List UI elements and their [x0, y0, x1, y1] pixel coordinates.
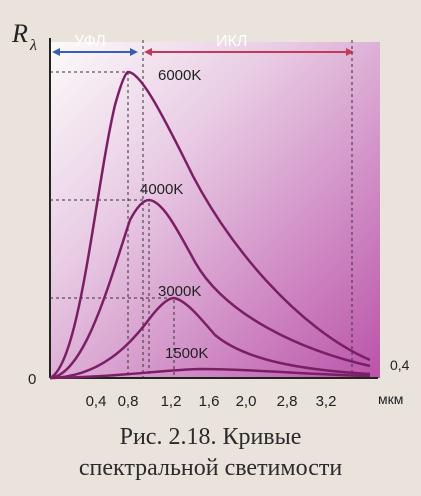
y-tick-label: 0 [28, 371, 36, 388]
plot-background [50, 42, 380, 378]
curve-label-6000k: 6000K [158, 67, 201, 84]
curve-label-1500k: 1500K [165, 345, 208, 362]
x-tick-label: 1,6 [199, 393, 220, 410]
curve-label-3000k: 3000K [158, 283, 201, 300]
ir-arrow-right-head [346, 48, 354, 56]
y-axis-label-subscript: λ [29, 37, 37, 54]
curves [49, 70, 371, 380]
uv-region: УФЛ [52, 33, 138, 56]
ir-arrow-left-head [144, 48, 152, 56]
uv-region-label: УФЛ [74, 33, 106, 50]
curve-6000k [49, 70, 371, 380]
curve-label-4000k: 4000K [140, 181, 183, 198]
right-edge-label: 0,4 [390, 357, 410, 373]
x-tick-label: 2,8 [277, 393, 298, 410]
spectral-radiance-chart: R λ 0 0,4 0,8 1,2 1,6 2,0 2,8 3,2 мкм 0,… [11, 19, 410, 410]
x-tick-label: 2,0 [236, 393, 257, 410]
ir-region: ИКЛ [144, 33, 354, 56]
x-tick-label: 1,2 [161, 393, 182, 410]
x-tick-labels: 0,4 0,8 1,2 1,6 2,0 2,8 3,2 [86, 393, 337, 410]
curve-4000k [49, 198, 371, 380]
x-tick-label: 0,8 [118, 393, 139, 410]
ir-region-label: ИКЛ [216, 33, 247, 50]
x-axis-unit: мкм [378, 391, 403, 407]
figure-caption-line1: Рис. 2.18. Кривые [119, 424, 302, 450]
curve-3000k [49, 296, 371, 380]
curve-1500k [49, 367, 371, 380]
curve-labels: 6000K 4000K 3000K 1500K [140, 67, 208, 362]
y-axis-label: R [11, 19, 28, 48]
uv-arrow-right-head [130, 48, 138, 56]
uv-arrow-left-head [52, 48, 60, 56]
x-tick-label: 0,4 [86, 393, 107, 410]
figure-caption-line2: спектральной светимости [78, 455, 343, 481]
x-tick-label: 3,2 [316, 393, 337, 410]
